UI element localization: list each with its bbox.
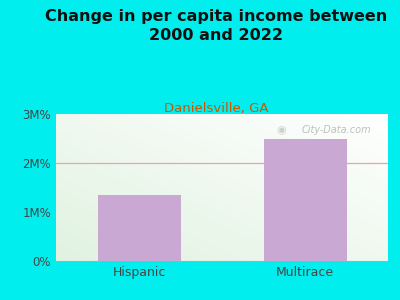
- Bar: [264, 140, 346, 261]
- Bar: [98, 195, 180, 261]
- Text: ◉: ◉: [277, 125, 287, 135]
- Text: Change in per capita income between
2000 and 2022: Change in per capita income between 2000…: [45, 9, 387, 43]
- Text: Danielsville, GA: Danielsville, GA: [164, 102, 268, 115]
- Text: City-Data.com: City-Data.com: [302, 125, 371, 135]
